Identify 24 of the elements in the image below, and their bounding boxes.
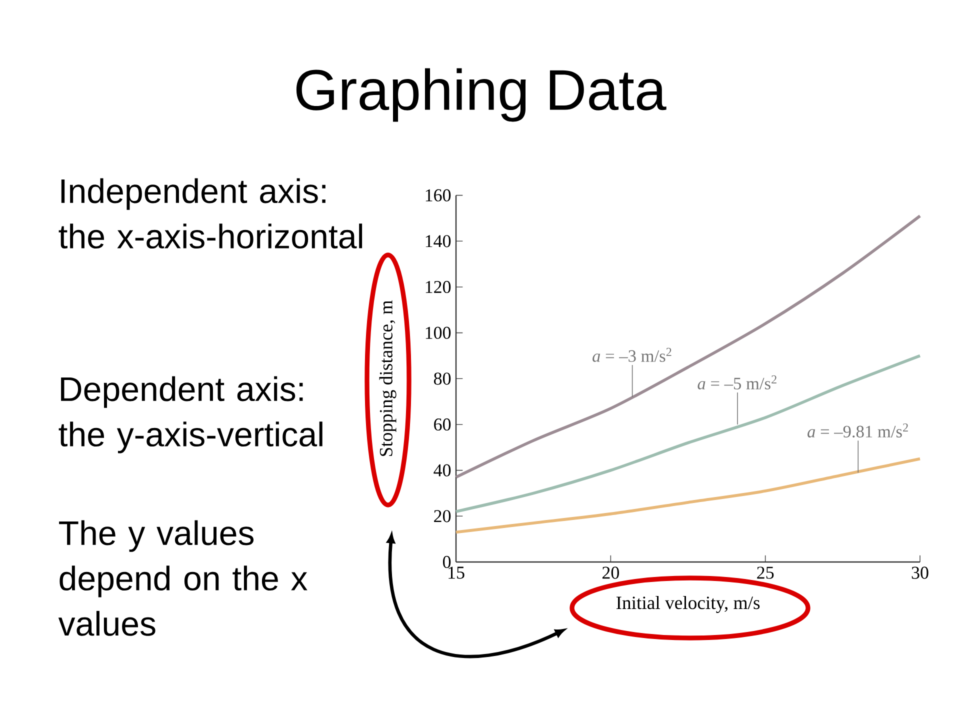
y-tick-label: 120: [426, 280, 451, 294]
y-tick-label: 140: [426, 235, 451, 248]
y-tick-label: 100: [426, 326, 451, 339]
text: The y values depend on the x values: [58, 520, 308, 636]
chart-title: Graphing Data: [296, 68, 666, 122]
annotation: a = –5 m/s$^{2}$: [698, 375, 776, 390]
y-tick-label: 0: [442, 556, 451, 568]
y-axis-title: Stopping distance, m: [379, 300, 396, 456]
y-tick-label: 160: [426, 189, 451, 202]
y-tick-label: 20: [434, 510, 451, 522]
x-tick-label: 15: [448, 566, 464, 579]
annotation: a = –9.81 m/s$^{2}$: [808, 423, 908, 438]
x-axis-title: Initial velocity, m/s: [616, 596, 760, 613]
y-tick-label: 40: [434, 464, 451, 476]
text: Independent axis: the x-axis-horizontal: [58, 178, 362, 249]
y-tick-label: 80: [434, 372, 451, 385]
annotation: a = –3 m/s$^{2}$: [592, 348, 672, 362]
x-tick-label: 30: [912, 566, 928, 579]
line-series: [454, 214, 922, 479]
line-series: [454, 457, 922, 534]
x-tick-label: 25: [757, 566, 774, 579]
text: Dependent axis: the y-axis-vertical: [58, 376, 322, 454]
y-tick-label: 60: [434, 418, 451, 431]
x-tick-label: 20: [602, 566, 619, 579]
